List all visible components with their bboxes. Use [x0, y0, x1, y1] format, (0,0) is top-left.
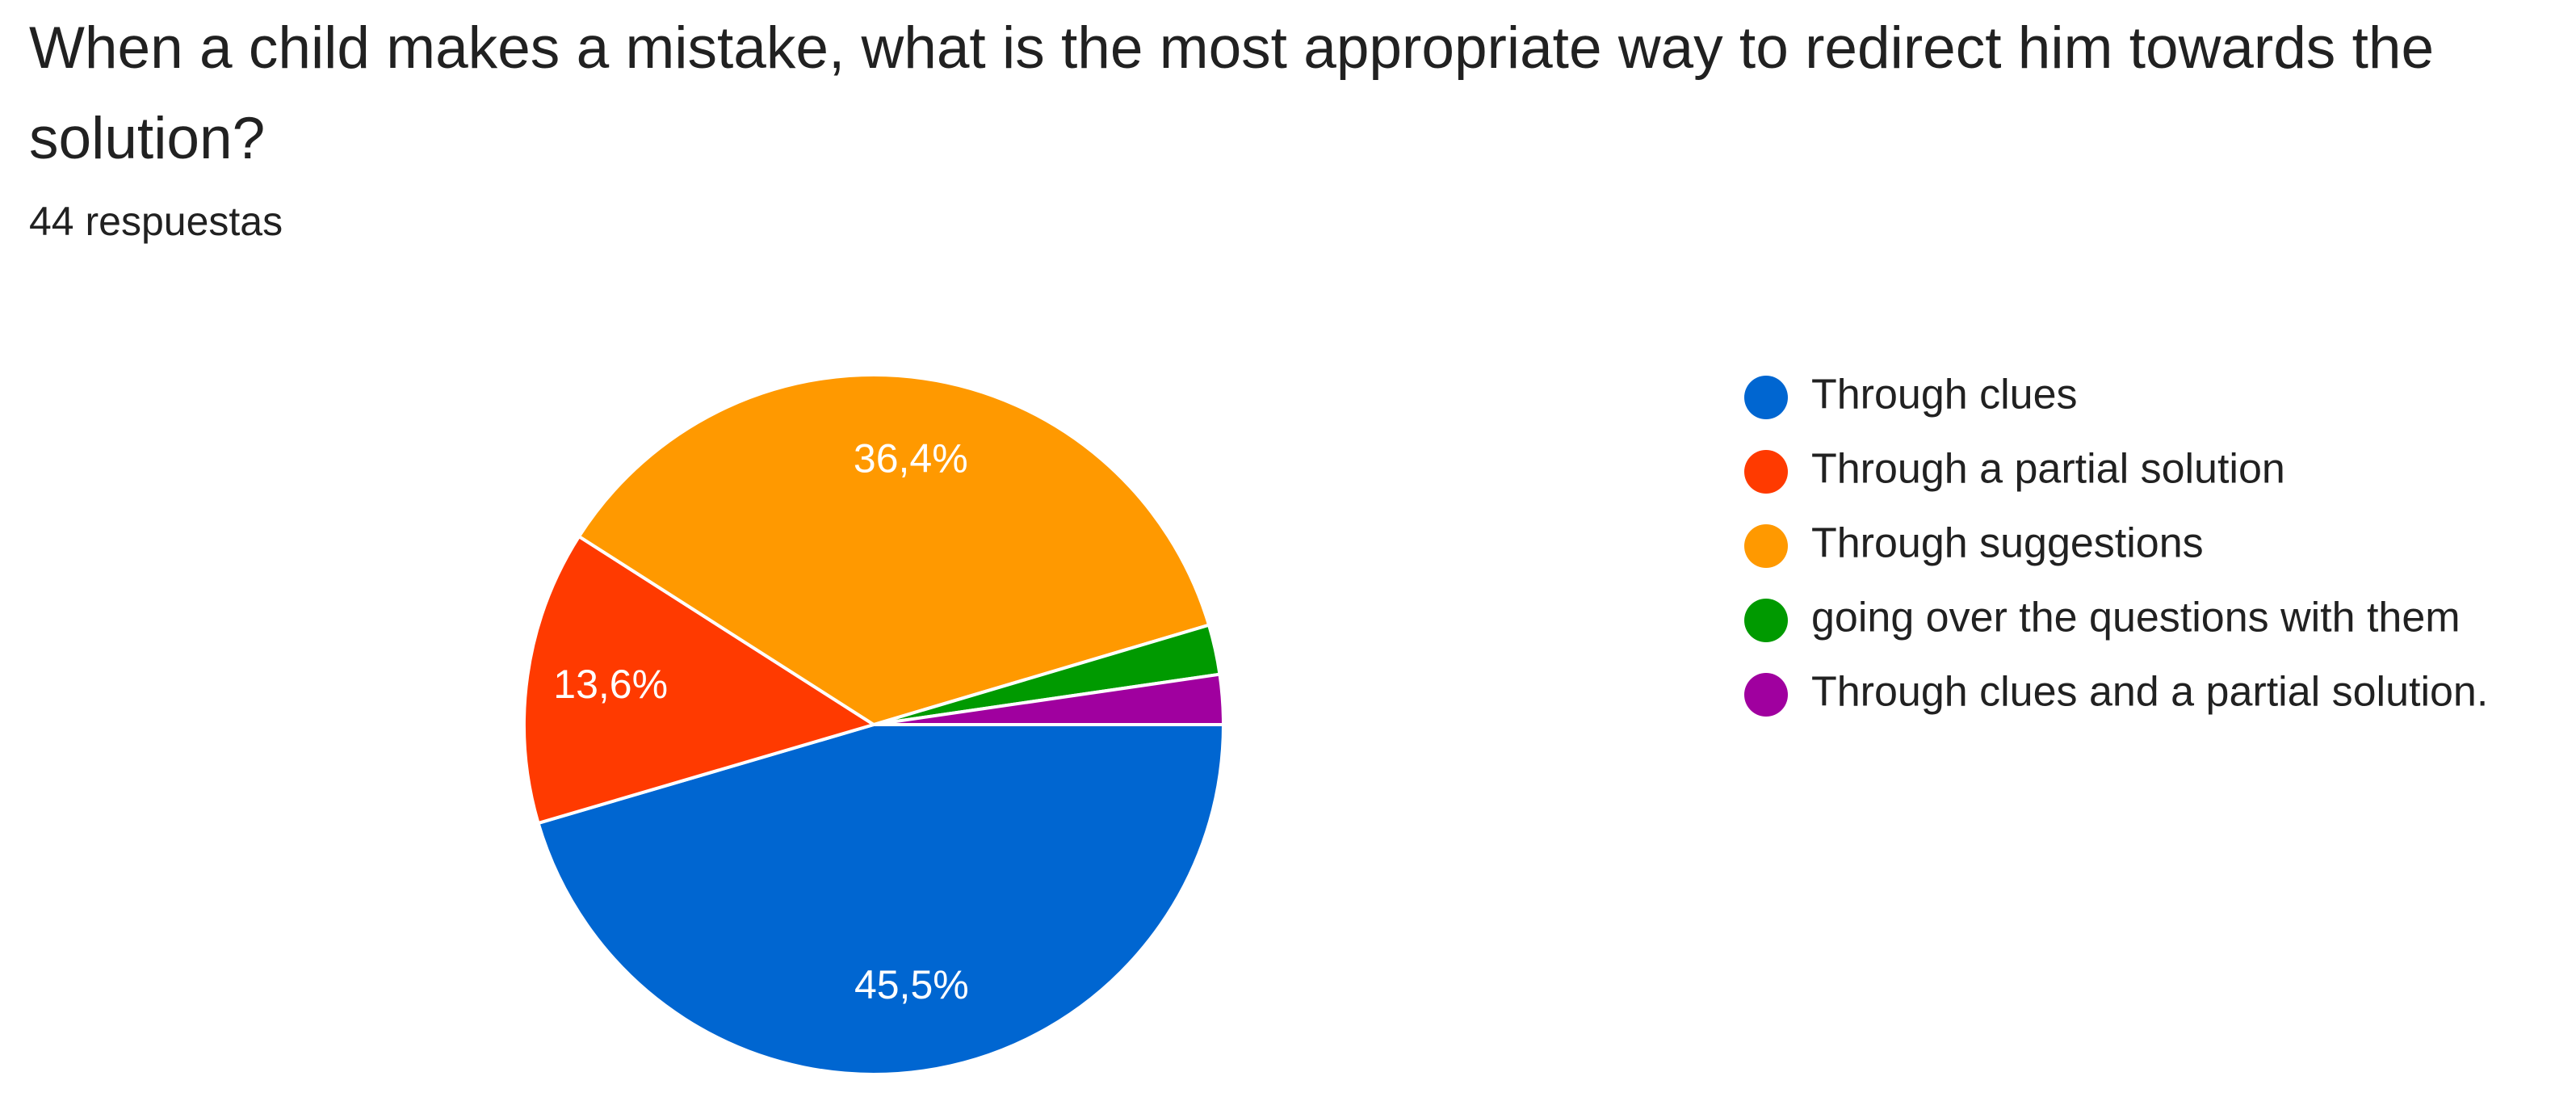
chart-subtitle: 44 respuestas [29, 199, 283, 244]
slice-label: 45,5% [854, 962, 969, 1007]
legend-swatch [1744, 673, 1788, 717]
legend-swatch [1744, 450, 1788, 494]
slice-label: 36,4% [854, 435, 968, 481]
legend-swatch [1744, 376, 1788, 419]
legend-label: Through clues [1811, 372, 2078, 418]
pie-slice [873, 672, 1226, 726]
pie-slice [522, 534, 878, 826]
pie-slice [577, 373, 1211, 727]
legend-swatch [1744, 524, 1788, 568]
legend-label: Through a partial solution [1811, 446, 2285, 493]
pie-slice [536, 723, 1226, 1076]
chart-title: When a child makes a mistake, what is th… [29, 15, 2435, 171]
slice-label: 13,6% [553, 662, 668, 707]
legend-swatch [1744, 599, 1788, 642]
legend-label: Through clues and a partial solution. [1811, 669, 2488, 716]
legend-label: Through suggestions [1811, 520, 2204, 567]
legend-label: going over the questions with them [1811, 595, 2461, 641]
